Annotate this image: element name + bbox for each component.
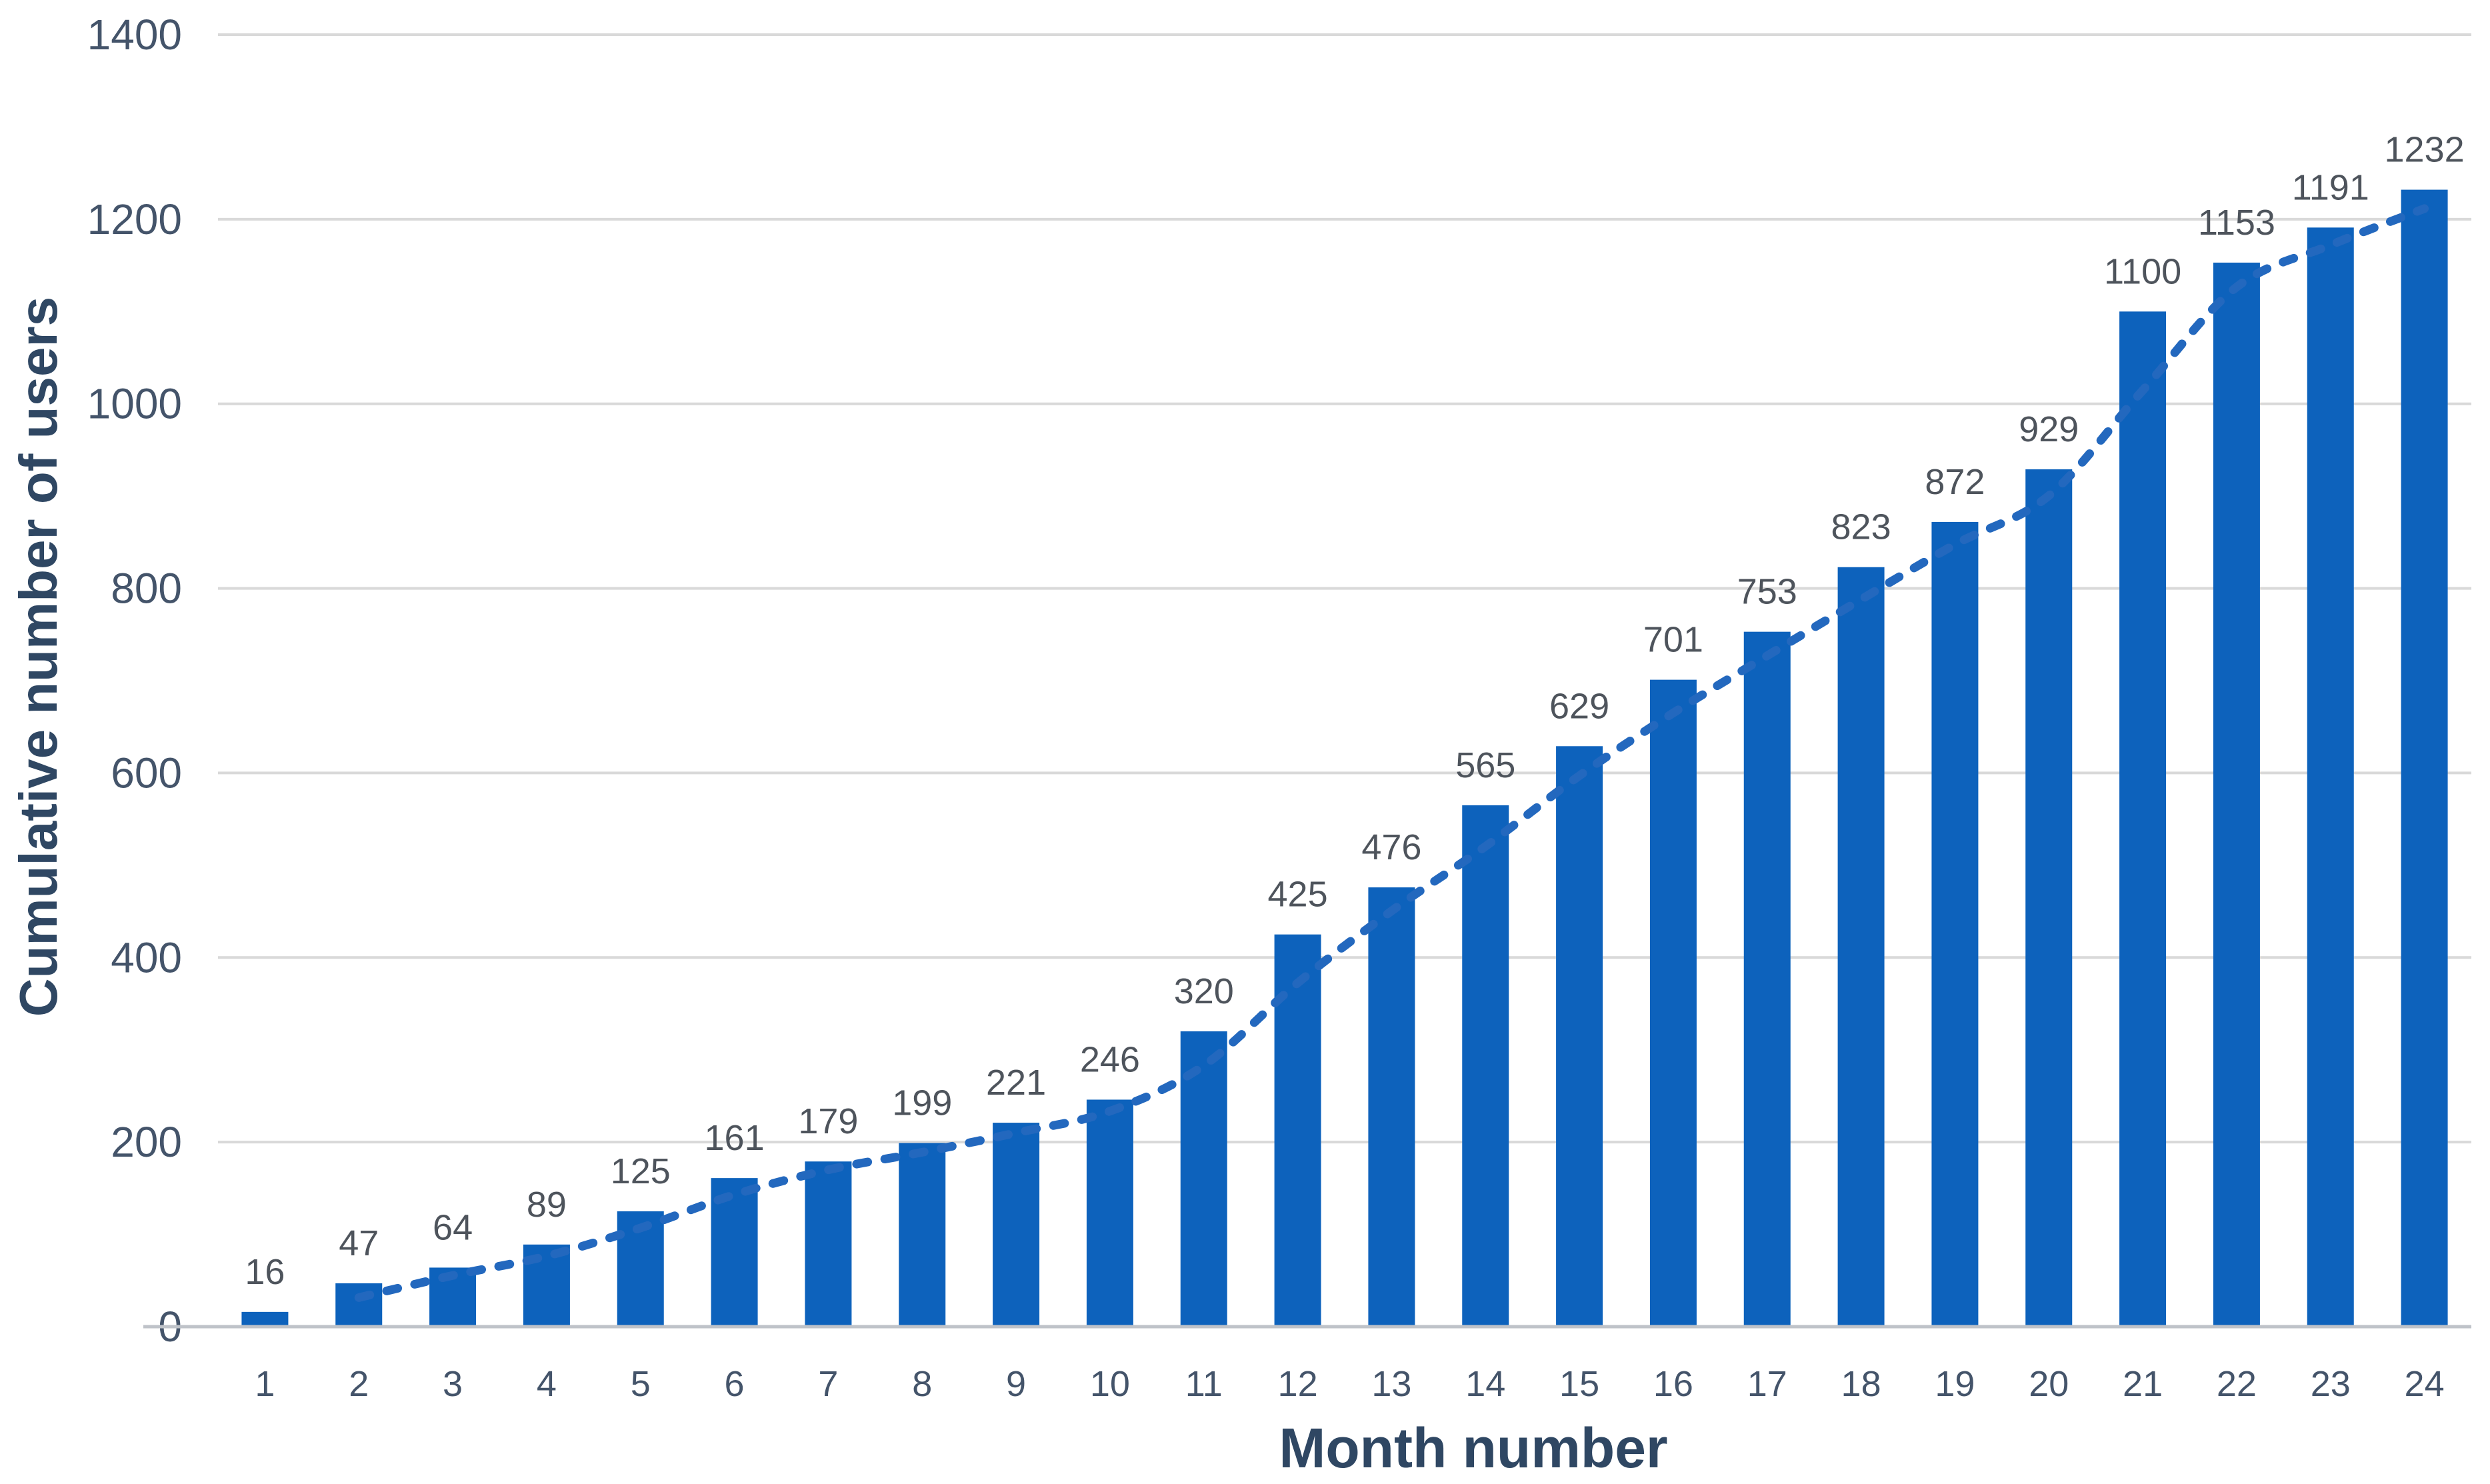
y-tick-label: 1400: [87, 11, 182, 59]
bar-value-label: 125: [611, 1151, 671, 1191]
bar: [1649, 679, 1697, 1327]
x-tick-label: 15: [1559, 1364, 1599, 1404]
trend-line: [354, 204, 2429, 1302]
bar-value-label: 929: [2019, 409, 2079, 449]
bar: [1931, 521, 1979, 1327]
x-tick-label: 4: [537, 1364, 557, 1404]
x-tick-label: 23: [2311, 1364, 2351, 1404]
bar: [2025, 469, 2073, 1327]
bar-value-label: 701: [1643, 620, 1703, 660]
x-tick-label: 11: [1185, 1364, 1223, 1404]
x-tick-label: 21: [2123, 1364, 2163, 1404]
y-tick-label: 200: [111, 1118, 182, 1166]
bar: [899, 1143, 946, 1327]
bar-value-label: 1232: [2385, 130, 2465, 170]
bar-value-label: 161: [705, 1118, 765, 1158]
bar-value-label: 629: [1549, 686, 1609, 726]
x-tick-label: 20: [2029, 1364, 2069, 1404]
x-tick-label: 1: [255, 1364, 275, 1404]
y-tick-label: 1000: [87, 380, 182, 428]
bar: [241, 1311, 289, 1327]
x-tick-label: 7: [818, 1364, 838, 1404]
x-tick-label: 16: [1653, 1364, 1693, 1404]
bar: [1368, 887, 1415, 1327]
bar: [993, 1123, 1040, 1327]
bar-value-label: 823: [1831, 507, 1891, 547]
bar-value-label: 425: [1268, 875, 1328, 915]
bar: [1556, 746, 1603, 1327]
x-axis-title: Month number: [1279, 1417, 1668, 1479]
bar: [1462, 805, 1509, 1327]
x-tick-label: 10: [1090, 1364, 1130, 1404]
bar: [2119, 311, 2167, 1327]
x-tick-label: 3: [443, 1364, 463, 1404]
x-tick-label: 13: [1371, 1364, 1411, 1404]
bar-value-label: 47: [339, 1223, 379, 1263]
y-tick-label: 400: [111, 933, 182, 981]
x-tick-label: 6: [725, 1364, 745, 1404]
bar-value-label: 199: [892, 1083, 952, 1123]
x-tick-label: 22: [2217, 1364, 2257, 1404]
x-tick-label: 19: [1935, 1364, 1975, 1404]
x-tick-label: 8: [912, 1364, 932, 1404]
x-tick-label: 12: [1278, 1364, 1318, 1404]
bar-value-label: 320: [1174, 971, 1234, 1011]
bar-value-label: 1100: [2104, 251, 2181, 291]
bar: [1086, 1099, 1133, 1327]
bar-value-label: 246: [1080, 1039, 1140, 1079]
bar: [1743, 631, 1791, 1327]
bar: [335, 1283, 383, 1327]
y-tick-label: 600: [111, 749, 182, 797]
bar-value-label: 753: [1737, 572, 1797, 612]
bar-value-label: 1153: [2198, 203, 2275, 243]
bar-value-label: 16: [245, 1252, 285, 1292]
x-tick-label: 9: [1006, 1364, 1026, 1404]
bar-value-label: 565: [1455, 745, 1515, 785]
bar-value-label: 221: [986, 1063, 1046, 1103]
bar-value-label: 476: [1361, 827, 1421, 867]
bar: [2213, 262, 2260, 1327]
x-tick-label: 2: [349, 1364, 369, 1404]
bar: [1180, 1031, 1227, 1327]
bar-value-label: 1191: [2292, 167, 2369, 207]
bar: [2401, 189, 2448, 1327]
x-tick-label: 5: [631, 1364, 651, 1404]
bar-value-label: 179: [798, 1101, 858, 1141]
bar: [1837, 567, 1885, 1327]
x-tick-label: 18: [1841, 1364, 1881, 1404]
x-tick-label: 14: [1465, 1364, 1505, 1404]
bar-value-label: 872: [1925, 462, 1985, 502]
bar-value-label: 64: [433, 1207, 473, 1247]
bar: [805, 1161, 852, 1327]
y-tick-label: 1200: [87, 195, 182, 243]
bar: [2307, 227, 2354, 1327]
x-tick-label: 24: [2405, 1364, 2445, 1404]
y-tick-label: 800: [111, 565, 182, 613]
x-tick-label: 17: [1747, 1364, 1787, 1404]
bar-value-label: 89: [527, 1185, 567, 1225]
